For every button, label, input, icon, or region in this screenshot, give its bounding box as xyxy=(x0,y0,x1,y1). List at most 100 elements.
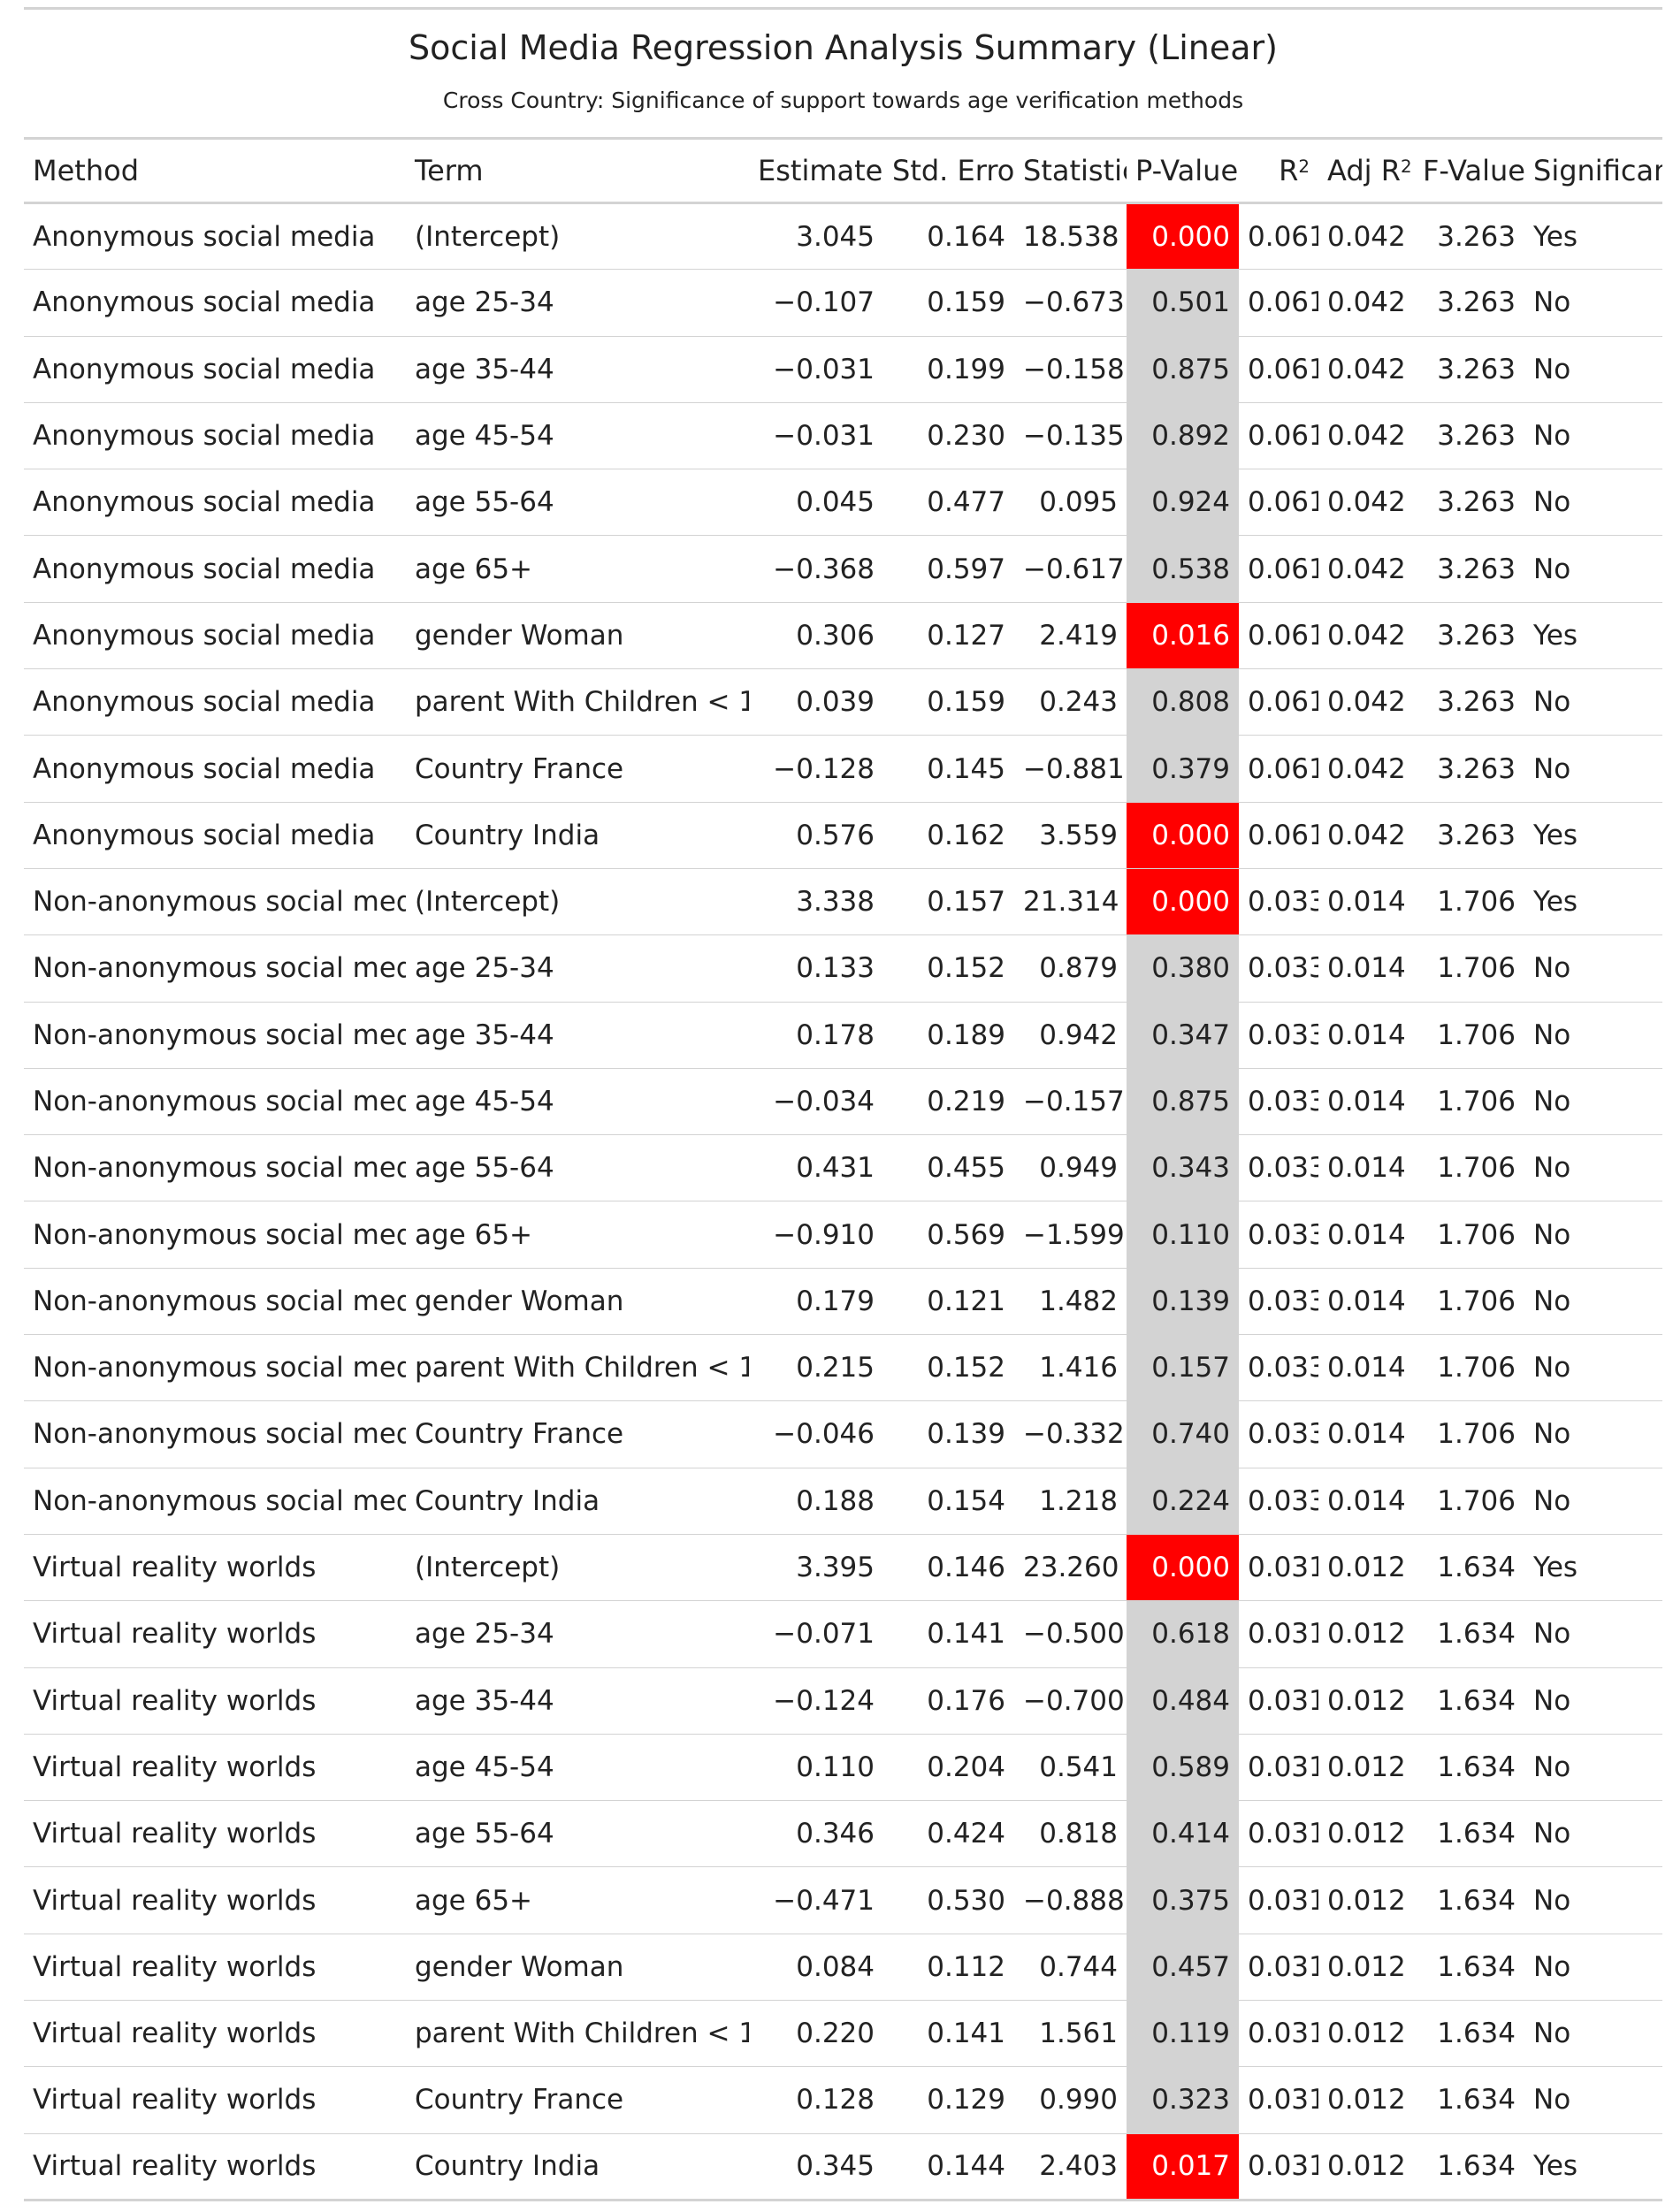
table-row: Virtual reality worlds age 45-54 0.110 0.20… xyxy=(24,1734,1662,1801)
table-row: Anonymous social media age 65+ −0.368 0.597… xyxy=(24,535,1662,603)
estimate-cell: 0.128 xyxy=(796,2084,875,2117)
term-cell: Country France xyxy=(415,2084,624,2117)
method-cell: Virtual reality worlds xyxy=(33,1950,317,1983)
statistic-cell: 2.403 xyxy=(1039,2150,1118,2183)
method-cell: Virtual reality worlds xyxy=(33,2017,317,2050)
f-value-cell: 1.634 xyxy=(1437,2150,1516,2183)
statistic-cell: 23.260 xyxy=(1023,1552,1119,1584)
table-row: Anonymous social media age 45-54 −0.031 0.2… xyxy=(24,402,1662,469)
statistic-cell: −0.500 xyxy=(1023,1618,1125,1651)
significant-cell: Yes xyxy=(1533,1552,1578,1584)
adj-r2-cell: 0.012 xyxy=(1327,1684,1406,1717)
r2-cell: 0.061 xyxy=(1248,686,1318,719)
std-error-cell: 0.129 xyxy=(927,2084,1005,2117)
f-value-cell: 1.706 xyxy=(1437,1418,1516,1451)
r2-cell: 0.033 xyxy=(1248,1484,1318,1517)
term-cell: gender Woman xyxy=(415,619,624,652)
p-value-cell: 0.157 xyxy=(1127,1334,1239,1401)
p-value-cell: 0.000 xyxy=(1127,1534,1239,1601)
std-error-cell: 0.164 xyxy=(927,220,1005,253)
table-body: Anonymous social media (Intercept) 3.045 0.… xyxy=(24,202,1662,2201)
f-value-cell: 1.634 xyxy=(1437,1751,1516,1783)
method-cell: Virtual reality worlds xyxy=(33,1684,317,1717)
std-error-cell: 0.424 xyxy=(927,1818,1005,1850)
std-error-cell: 0.144 xyxy=(927,2150,1005,2183)
statistic-cell: 0.942 xyxy=(1039,1018,1118,1051)
adj-r2-cell: 0.042 xyxy=(1327,220,1406,253)
p-value-cell: 0.875 xyxy=(1127,336,1239,403)
r2-cell: 0.061 xyxy=(1248,420,1318,453)
significant-cell: Yes xyxy=(1533,220,1578,253)
estimate-cell: −0.128 xyxy=(773,752,875,785)
term-cell: (Intercept) xyxy=(415,1552,561,1584)
column-header-f-value: F-Value xyxy=(1423,154,1524,187)
f-value-cell: 1.706 xyxy=(1437,1484,1516,1517)
adj-r2-cell: 0.014 xyxy=(1327,952,1406,985)
method-cell: Anonymous social media xyxy=(33,819,376,851)
std-error-cell: 0.141 xyxy=(927,2017,1005,2050)
r2-cell: 0.031 xyxy=(1248,2017,1318,2050)
r2-cell: 0.031 xyxy=(1248,1684,1318,1717)
p-value-cell: 0.484 xyxy=(1127,1667,1239,1735)
method-cell: Virtual reality worlds xyxy=(33,2084,317,2117)
table-row: Virtual reality worlds (Intercept) 3.395 0.… xyxy=(24,1534,1662,1601)
method-cell: Anonymous social media xyxy=(33,686,376,719)
table-row: Virtual reality worlds age 55-64 0.346 0.42… xyxy=(24,1800,1662,1867)
f-value-cell: 3.263 xyxy=(1437,819,1516,851)
std-error-cell: 0.176 xyxy=(927,1684,1005,1717)
adj-r2-cell: 0.014 xyxy=(1327,1086,1406,1117)
r2-cell: 0.031 xyxy=(1248,1950,1318,1983)
term-cell: Country France xyxy=(415,1418,624,1451)
statistic-cell: −0.617 xyxy=(1023,553,1125,585)
table-row: Anonymous social media parent With Childr… xyxy=(24,668,1662,736)
p-value-cell: 0.323 xyxy=(1127,2066,1239,2134)
significant-cell: Yes xyxy=(1533,886,1578,919)
p-value-cell: 0.808 xyxy=(1127,668,1239,736)
term-cell: age 25-34 xyxy=(415,1618,554,1651)
term-cell: Country India xyxy=(415,2150,600,2183)
p-value-cell: 0.343 xyxy=(1127,1134,1239,1201)
table-row: Non-anonymous social media age 35-44 0.178… xyxy=(24,1002,1662,1069)
r2-cell: 0.033 xyxy=(1248,1285,1318,1317)
adj-r2-cell: 0.014 xyxy=(1327,1484,1406,1517)
adj-r2-cell: 0.014 xyxy=(1327,1285,1406,1317)
adj-r2-cell: 0.014 xyxy=(1327,1152,1406,1185)
statistic-cell: 0.095 xyxy=(1039,486,1118,519)
table-row: Non-anonymous social media Country France… xyxy=(24,1400,1662,1468)
f-value-cell: 1.706 xyxy=(1437,1018,1516,1051)
method-cell: Anonymous social media xyxy=(33,286,376,319)
table-title: Social Media Regression Analysis Summary… xyxy=(409,28,1278,67)
term-cell: age 65+ xyxy=(415,1884,533,1917)
method-cell: Non-anonymous social media xyxy=(33,1352,406,1384)
significant-cell: No xyxy=(1533,2017,1571,2050)
method-cell: Virtual reality worlds xyxy=(33,1884,317,1917)
method-cell: Non-anonymous social media xyxy=(33,952,406,985)
estimate-cell: −0.368 xyxy=(773,553,875,585)
r2-cell: 0.031 xyxy=(1248,1552,1318,1584)
column-header-estimate: Estimate xyxy=(758,154,883,187)
std-error-cell: 0.597 xyxy=(927,553,1005,585)
p-value-cell: 0.139 xyxy=(1127,1268,1239,1335)
statistic-cell: 0.879 xyxy=(1039,952,1118,985)
adj-r2-cell: 0.012 xyxy=(1327,2150,1406,2183)
std-error-cell: 0.157 xyxy=(927,886,1005,919)
significant-cell: No xyxy=(1533,1018,1571,1051)
r2-cell: 0.033 xyxy=(1248,886,1318,919)
significant-cell: No xyxy=(1533,1152,1571,1185)
term-cell: age 45-54 xyxy=(415,420,554,453)
method-cell: Virtual reality worlds xyxy=(33,1552,317,1584)
statistic-cell: 0.744 xyxy=(1039,1950,1118,1983)
f-value-cell: 1.706 xyxy=(1437,886,1516,919)
significant-cell: No xyxy=(1533,1352,1571,1384)
estimate-cell: 3.045 xyxy=(796,220,875,253)
significant-cell: Yes xyxy=(1533,819,1578,851)
term-cell: age 45-54 xyxy=(415,1086,554,1117)
estimate-cell: −0.124 xyxy=(773,1684,875,1717)
r2-cell: 0.033 xyxy=(1248,1418,1318,1451)
table-row: Non-anonymous social media age 65+ −0.910 0… xyxy=(24,1201,1662,1269)
r2-cell: 0.061 xyxy=(1248,819,1318,851)
significant-cell: No xyxy=(1533,353,1571,385)
r2-cell: 0.033 xyxy=(1248,1218,1318,1251)
estimate-cell: 0.179 xyxy=(796,1285,875,1317)
f-value-cell: 3.263 xyxy=(1437,420,1516,453)
